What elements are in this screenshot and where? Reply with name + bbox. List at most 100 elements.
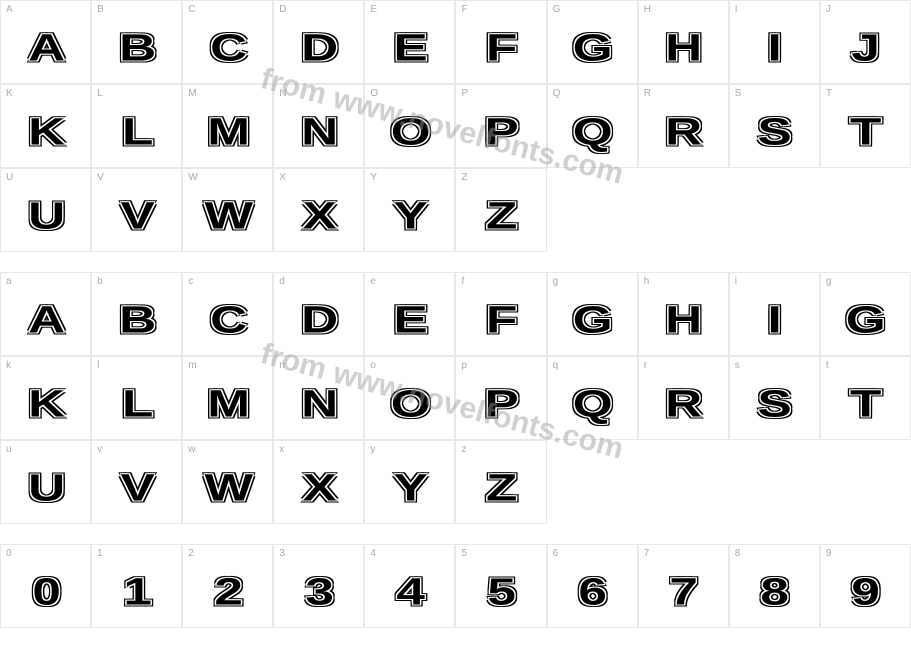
glyph-label: f: [461, 276, 464, 287]
glyph-cell: [820, 168, 911, 252]
glyph-cell: vV: [91, 440, 182, 524]
glyph-cell: WW: [182, 168, 273, 252]
glyph-char: I: [768, 27, 781, 70]
glyph-char: L: [122, 111, 152, 154]
glyph-char: 7: [670, 571, 697, 614]
glyph-char: P: [485, 111, 518, 154]
glyph-char: 0: [32, 571, 59, 614]
glyph-label: x: [279, 444, 284, 455]
glyph-label: a: [6, 276, 12, 287]
glyph-cell: 88: [729, 544, 820, 628]
glyph-char: 6: [579, 571, 606, 614]
glyph-cell: aA: [0, 272, 91, 356]
glyph-char: M: [207, 111, 248, 154]
glyph-cell: [729, 440, 820, 524]
glyph-cell: 22: [182, 544, 273, 628]
glyph-char: Z: [486, 467, 516, 510]
glyph-cell: YY: [364, 168, 455, 252]
glyph-cell: XX: [273, 168, 364, 252]
glyph-label: R: [644, 88, 651, 99]
glyph-cell: cC: [182, 272, 273, 356]
glyph-label: q: [553, 360, 559, 371]
glyph-label: P: [461, 88, 468, 99]
glyph-char: P: [485, 383, 518, 426]
glyph-cell: CC: [182, 0, 273, 84]
glyph-label: J: [826, 4, 831, 15]
glyph-label: m: [188, 360, 196, 371]
glyph-label: G: [553, 4, 561, 15]
glyph-cell: qQ: [547, 356, 638, 440]
glyph-label: g: [826, 276, 832, 287]
glyph-label: e: [370, 276, 376, 287]
glyph-cell: oO: [364, 356, 455, 440]
glyph-cell: HH: [638, 0, 729, 84]
glyph-cell: PP: [455, 84, 546, 168]
glyph-cell: FF: [455, 0, 546, 84]
glyph-cell: UU: [0, 168, 91, 252]
glyph-label: D: [279, 4, 286, 15]
glyph-cell: EE: [364, 0, 455, 84]
glyph-cell: 33: [273, 544, 364, 628]
glyph-cell: pP: [455, 356, 546, 440]
glyph-char: G: [573, 27, 612, 70]
glyph-char: A: [28, 299, 64, 342]
glyph-char: H: [665, 27, 701, 70]
glyph-cell: KK: [0, 84, 91, 168]
glyph-label: 2: [188, 548, 194, 559]
glyph-cell: NN: [273, 84, 364, 168]
glyph-cell: iI: [729, 272, 820, 356]
glyph-label: I: [735, 4, 738, 15]
glyph-char: G: [846, 299, 885, 342]
glyph-label: 1: [97, 548, 103, 559]
glyph-char: R: [665, 383, 701, 426]
glyph-label: K: [6, 88, 13, 99]
glyph-char: 9: [852, 571, 879, 614]
glyph-char: N: [301, 111, 337, 154]
glyph-label: u: [6, 444, 12, 455]
glyph-char: 4: [396, 571, 423, 614]
glyph-label: U: [6, 172, 13, 183]
glyph-char: 5: [487, 571, 514, 614]
glyph-cell: xX: [273, 440, 364, 524]
glyph-cell: dD: [273, 272, 364, 356]
glyph-cell: TT: [820, 84, 911, 168]
glyph-cell: mM: [182, 356, 273, 440]
glyph-cell: BB: [91, 0, 182, 84]
glyph-char: V: [120, 195, 153, 238]
glyph-label: c: [188, 276, 193, 287]
glyph-char: G: [573, 299, 612, 342]
glyph-char: V: [120, 467, 153, 510]
glyph-label: z: [461, 444, 466, 455]
glyph-char: K: [28, 383, 64, 426]
glyph-label: n: [279, 360, 285, 371]
glyph-label: l: [97, 360, 99, 371]
glyph-label: 6: [553, 548, 559, 559]
glyph-char: I: [768, 299, 781, 342]
glyph-char: F: [486, 299, 516, 342]
glyph-char: O: [391, 383, 430, 426]
glyph-char: Y: [393, 195, 426, 238]
glyph-char: K: [28, 111, 64, 154]
glyph-cell: eE: [364, 272, 455, 356]
glyph-label: S: [735, 88, 742, 99]
glyph-char: M: [207, 383, 248, 426]
glyph-cell: rR: [638, 356, 729, 440]
glyph-label: Q: [553, 88, 561, 99]
glyph-label: E: [370, 4, 377, 15]
glyph-char: C: [210, 299, 246, 342]
glyph-cell: hH: [638, 272, 729, 356]
glyph-cell: LL: [91, 84, 182, 168]
glyph-char: L: [122, 383, 152, 426]
glyph-label: Z: [461, 172, 467, 183]
glyph-label: T: [826, 88, 832, 99]
glyph-cell: 44: [364, 544, 455, 628]
glyph-label: X: [279, 172, 286, 183]
glyph-label: s: [735, 360, 740, 371]
glyph-label: g: [553, 276, 559, 287]
glyph-char: X: [302, 467, 335, 510]
glyph-char: 1: [123, 571, 150, 614]
glyph-cell: [729, 168, 820, 252]
glyph-char: U: [28, 195, 64, 238]
glyph-char: N: [301, 383, 337, 426]
glyph-cell: DD: [273, 0, 364, 84]
